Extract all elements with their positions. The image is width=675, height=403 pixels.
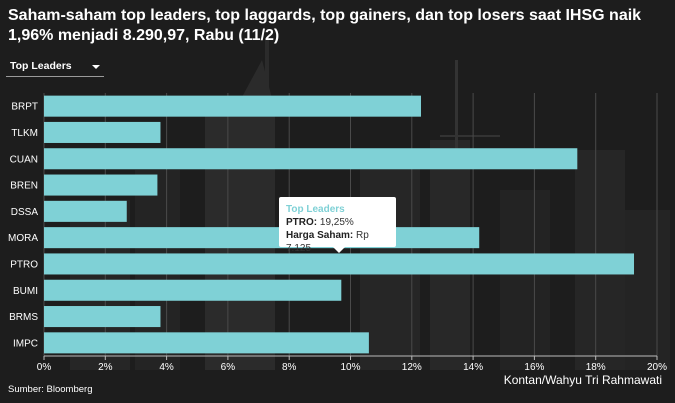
x-tick-label: 16% [524, 362, 544, 373]
x-tick-label: 8% [282, 362, 297, 373]
y-tick-label: BUMI [13, 286, 38, 297]
category-dropdown[interactable]: Top Leaders [6, 57, 104, 77]
y-tick-label: CUAN [10, 154, 38, 165]
tooltip-arrow [333, 247, 345, 253]
bar-dssa[interactable] [44, 200, 127, 222]
x-tick-label: 12% [402, 362, 422, 373]
bar-cuan[interactable] [44, 148, 578, 170]
bar-bren[interactable] [44, 174, 158, 196]
y-tick-label: MORA [8, 233, 38, 244]
x-tick-label: 4% [159, 362, 174, 373]
credit-text: Kontan/Wahyu Tri Rahmawati [503, 373, 662, 387]
tooltip-line-price: Harga Saham: Rp 7.125 [286, 229, 389, 255]
source-text: Sumber: Bloomberg [8, 384, 93, 395]
y-tick-label: PTRO [10, 259, 38, 270]
y-tick-label: BRMS [9, 312, 38, 323]
bar-bumi[interactable] [44, 279, 342, 301]
tooltip-title: Top Leaders [286, 204, 345, 215]
tooltip-price-value: Rp 7.125 [286, 230, 369, 254]
bar-mora[interactable] [44, 227, 480, 249]
y-tick-label: IMPC [13, 338, 38, 349]
bar-brpt[interactable] [44, 95, 421, 117]
x-tick-label: 6% [221, 362, 236, 373]
tooltip-ticker-label: PTRO: [286, 217, 318, 228]
y-tick-label: DSSA [11, 207, 39, 218]
y-tick-label: BRPT [11, 102, 38, 113]
x-tick-label: 0% [37, 362, 52, 373]
chart-tooltip: Top Leaders PTRO: 19,25% Harga Saham: Rp… [279, 197, 396, 254]
chevron-down-icon [92, 65, 100, 69]
tooltip-line-value: PTRO: 19,25% [286, 216, 389, 229]
x-tick-label: 14% [463, 362, 483, 373]
chart-title: Saham-saham top leaders, top laggards, t… [8, 7, 642, 44]
bar-impc[interactable] [44, 332, 369, 354]
x-tick-label: 20% [647, 362, 667, 373]
y-tick-label: BREN [10, 181, 38, 192]
dropdown-selected-value: Top Leaders [10, 60, 72, 72]
bar-brms[interactable] [44, 306, 161, 328]
y-tick-label: TLKM [11, 128, 38, 139]
bar-ptro[interactable] [44, 253, 635, 275]
x-tick-label: 2% [98, 362, 113, 373]
bar-tlkm[interactable] [44, 121, 161, 143]
x-tick-label: 10% [340, 362, 360, 373]
x-tick-label: 18% [586, 362, 606, 373]
tooltip-change-value: 19,25% [317, 217, 354, 228]
tooltip-price-label: Harga Saham: [286, 230, 354, 241]
